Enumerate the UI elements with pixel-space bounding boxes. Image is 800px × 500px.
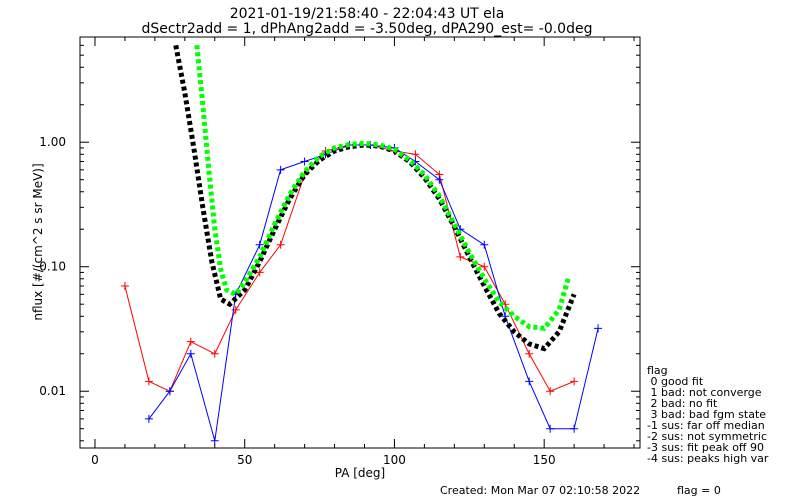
legend-item: -4 sus: peaks high var — [647, 452, 769, 465]
data-point — [300, 157, 309, 166]
data-point — [525, 349, 534, 358]
data-point — [594, 324, 603, 333]
data-point — [276, 165, 285, 174]
x-tick-label: 50 — [237, 453, 252, 467]
legend-item: -1 sus: far off median — [647, 419, 765, 432]
axes-layer: 0 50 100 150 0.01 0.10 1.00 — [39, 36, 640, 467]
data-point — [255, 268, 264, 277]
legend-title: flag — [647, 364, 668, 377]
series-line-3 — [194, 45, 571, 331]
data-point — [255, 240, 264, 249]
flag-legend: flag 0 good fit 1 bad: not converge 2 ba… — [647, 364, 769, 465]
data-point — [435, 175, 444, 184]
legend-item: -2 sus: not symmetric — [647, 430, 767, 443]
data-layer — [120, 44, 603, 445]
legend-item: 3 bad: bad fgm state — [647, 408, 766, 421]
data-point — [186, 337, 195, 346]
legend-item: 1 bad: not converge — [647, 386, 762, 399]
data-point — [546, 424, 555, 433]
data-point — [525, 377, 534, 386]
data-point — [144, 377, 153, 386]
data-point — [210, 349, 219, 358]
y-axis-label: nflux [#/(cm^2 s sr MeV)] — [31, 163, 45, 320]
chart-title: 2021-01-19/21:58:40 - 22:04:43 UT ela — [230, 6, 505, 22]
x-tick-label: 0 — [91, 453, 99, 467]
series-line-1 — [148, 144, 599, 441]
y-tick-label: 0.10 — [39, 260, 66, 274]
data-point — [411, 150, 420, 159]
series-line-2 — [173, 44, 577, 352]
series-line-0 — [124, 144, 575, 392]
data-point — [144, 414, 153, 423]
plot-frame — [79, 36, 641, 449]
data-point — [276, 240, 285, 249]
data-point — [570, 424, 579, 433]
data-point — [480, 262, 489, 271]
legend-item: 2 bad: no fit — [647, 397, 718, 410]
x-tick-label: 150 — [533, 453, 556, 467]
legend-item: -3 sus: fit peak off 90 — [647, 441, 764, 454]
legend-item: 0 good fit — [647, 375, 704, 388]
data-point — [120, 282, 129, 291]
data-point — [570, 377, 579, 386]
data-point — [210, 436, 219, 445]
y-tick-label: 0.01 — [39, 384, 66, 398]
data-point — [456, 252, 465, 261]
x-tick-label: 100 — [383, 453, 406, 467]
data-point — [165, 387, 174, 396]
flag-value: flag = 0 — [677, 484, 721, 497]
y-tick-label: 1.00 — [39, 135, 66, 149]
created-timestamp: Created: Mon Mar 07 02:10:58 2022 — [440, 484, 640, 497]
chart-subtitle: dSectr2add = 1, dPhAng2add = -3.50deg, d… — [142, 21, 593, 37]
x-axis-label: PA [deg] — [335, 466, 385, 480]
data-point — [480, 240, 489, 249]
data-point — [546, 387, 555, 396]
data-point — [186, 349, 195, 358]
